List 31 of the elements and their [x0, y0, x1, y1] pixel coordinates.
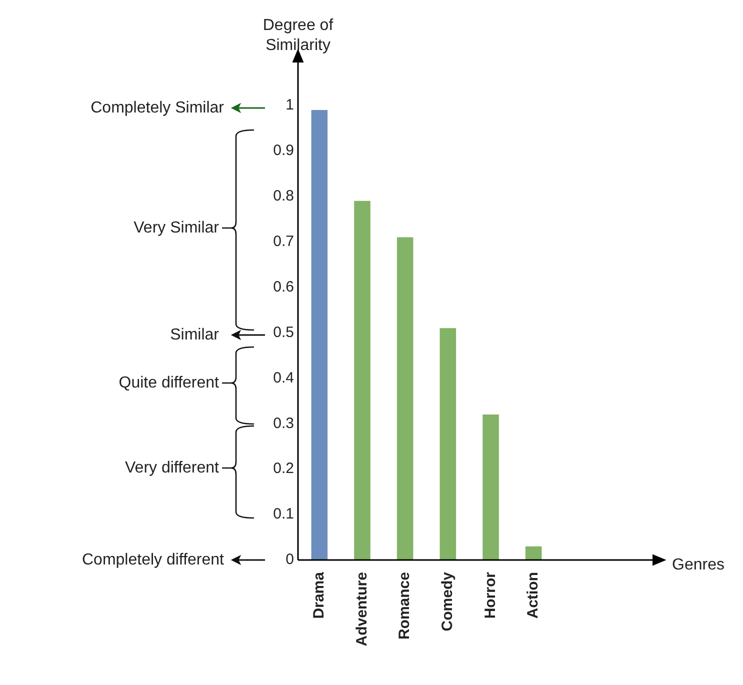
y-tick-label: 0.7 — [273, 232, 294, 250]
text: Quite different — [118, 374, 220, 392]
text: Genres — [672, 556, 724, 574]
x-tick-label: Horror — [482, 572, 499, 619]
bar — [354, 200, 370, 560]
x-tick-label: Comedy — [439, 571, 456, 632]
x-tick-label: Action — [524, 572, 542, 619]
y-tick-label: 0.4 — [273, 369, 294, 386]
text: Very Similar — [134, 219, 220, 236]
bar — [440, 328, 456, 560]
text: Very different — [125, 459, 220, 476]
y-tick-label: 1 — [286, 96, 294, 114]
y-tick-label: 0.3 — [273, 414, 294, 432]
y-tick-label: 0 — [286, 551, 294, 568]
y-tick-label: 0.6 — [273, 278, 294, 296]
bar — [525, 546, 542, 560]
y-tick-label: 0.9 — [273, 142, 294, 160]
text: Completely Similar — [90, 99, 225, 116]
y-axis-title: Degree of Similarity — [262, 17, 334, 54]
y-tick-label: 0.5 — [273, 324, 294, 341]
x-tick-label: Drama — [310, 571, 328, 619]
bar — [311, 110, 328, 560]
text: Similar — [170, 326, 220, 344]
y-tick-label: 0.1 — [273, 506, 294, 523]
text: Completely different — [82, 551, 225, 568]
y-tick-label: 0.2 — [273, 460, 294, 478]
bar — [482, 414, 499, 560]
x-tick-label: Romance — [396, 572, 414, 640]
x-tick-label: Adventure — [353, 572, 370, 646]
y-tick-label: 0.8 — [273, 188, 294, 205]
bar — [396, 237, 414, 560]
